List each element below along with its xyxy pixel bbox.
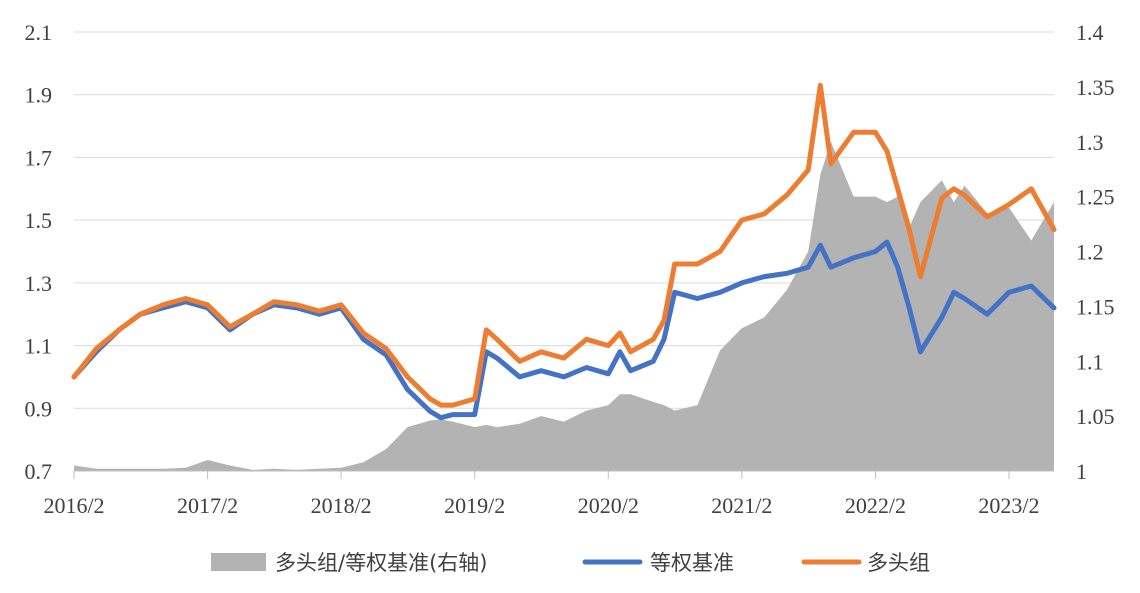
legend-ratio-label: 多头组/等权基准(右轴) [275,551,487,575]
series-long-line [71,82,1057,408]
y-right-tick-label: 1.35 [1076,75,1115,100]
y-left-tick-label: 1.5 [25,208,53,233]
y-right-tick-label: 1 [1076,459,1087,484]
y-left-tick-label: 2.1 [25,20,53,45]
x-tick-label: 2020/2 [578,493,639,518]
x-tick-label: 2016/2 [43,493,104,518]
legend: 多头组/等权基准(右轴) 等权基准 多头组 [211,551,930,575]
y-right-tick-label: 1.25 [1076,185,1115,210]
x-tick-label: 2023/2 [978,493,1039,518]
ratio-area-layer [74,141,1054,471]
x-tick-label: 2022/2 [845,493,906,518]
legend-long-label: 多头组 [867,551,930,575]
y-right-tick-label: 1.4 [1076,20,1104,45]
x-tick-label: 2018/2 [311,493,372,518]
legend-ratio-swatch [211,553,266,571]
axes: 0.7 0.9 1.1 1.3 1.5 1.7 1.9 2.1 1 1.05 1.1 1.15 1.2 1… [25,20,1115,518]
y-right-tick-label: 1.05 [1076,404,1115,429]
x-tick-label: 2021/2 [711,493,772,518]
y-left-tick-label: 0.7 [25,459,53,484]
series-ratio-area [74,141,1054,471]
line-layer [71,82,1057,421]
y-left-tick-label: 1.9 [25,83,53,108]
x-tick-label: 2019/2 [444,493,505,518]
y-left-tick-label: 0.9 [25,396,53,421]
x-tick-label: 2017/2 [177,493,238,518]
legend-benchmark-label: 等权基准 [650,551,734,575]
y-left-tick-label: 1.7 [25,145,53,170]
y-right-tick-label: 1.3 [1076,130,1104,155]
y-left-tick-label: 1.1 [25,334,53,359]
y-right-tick-label: 1.1 [1076,349,1104,374]
y-left-tick-label: 1.3 [25,271,53,296]
y-right-tick-label: 1.15 [1076,294,1115,319]
gridlines [74,31,1054,472]
y-right-tick-label: 1.2 [1076,240,1104,265]
